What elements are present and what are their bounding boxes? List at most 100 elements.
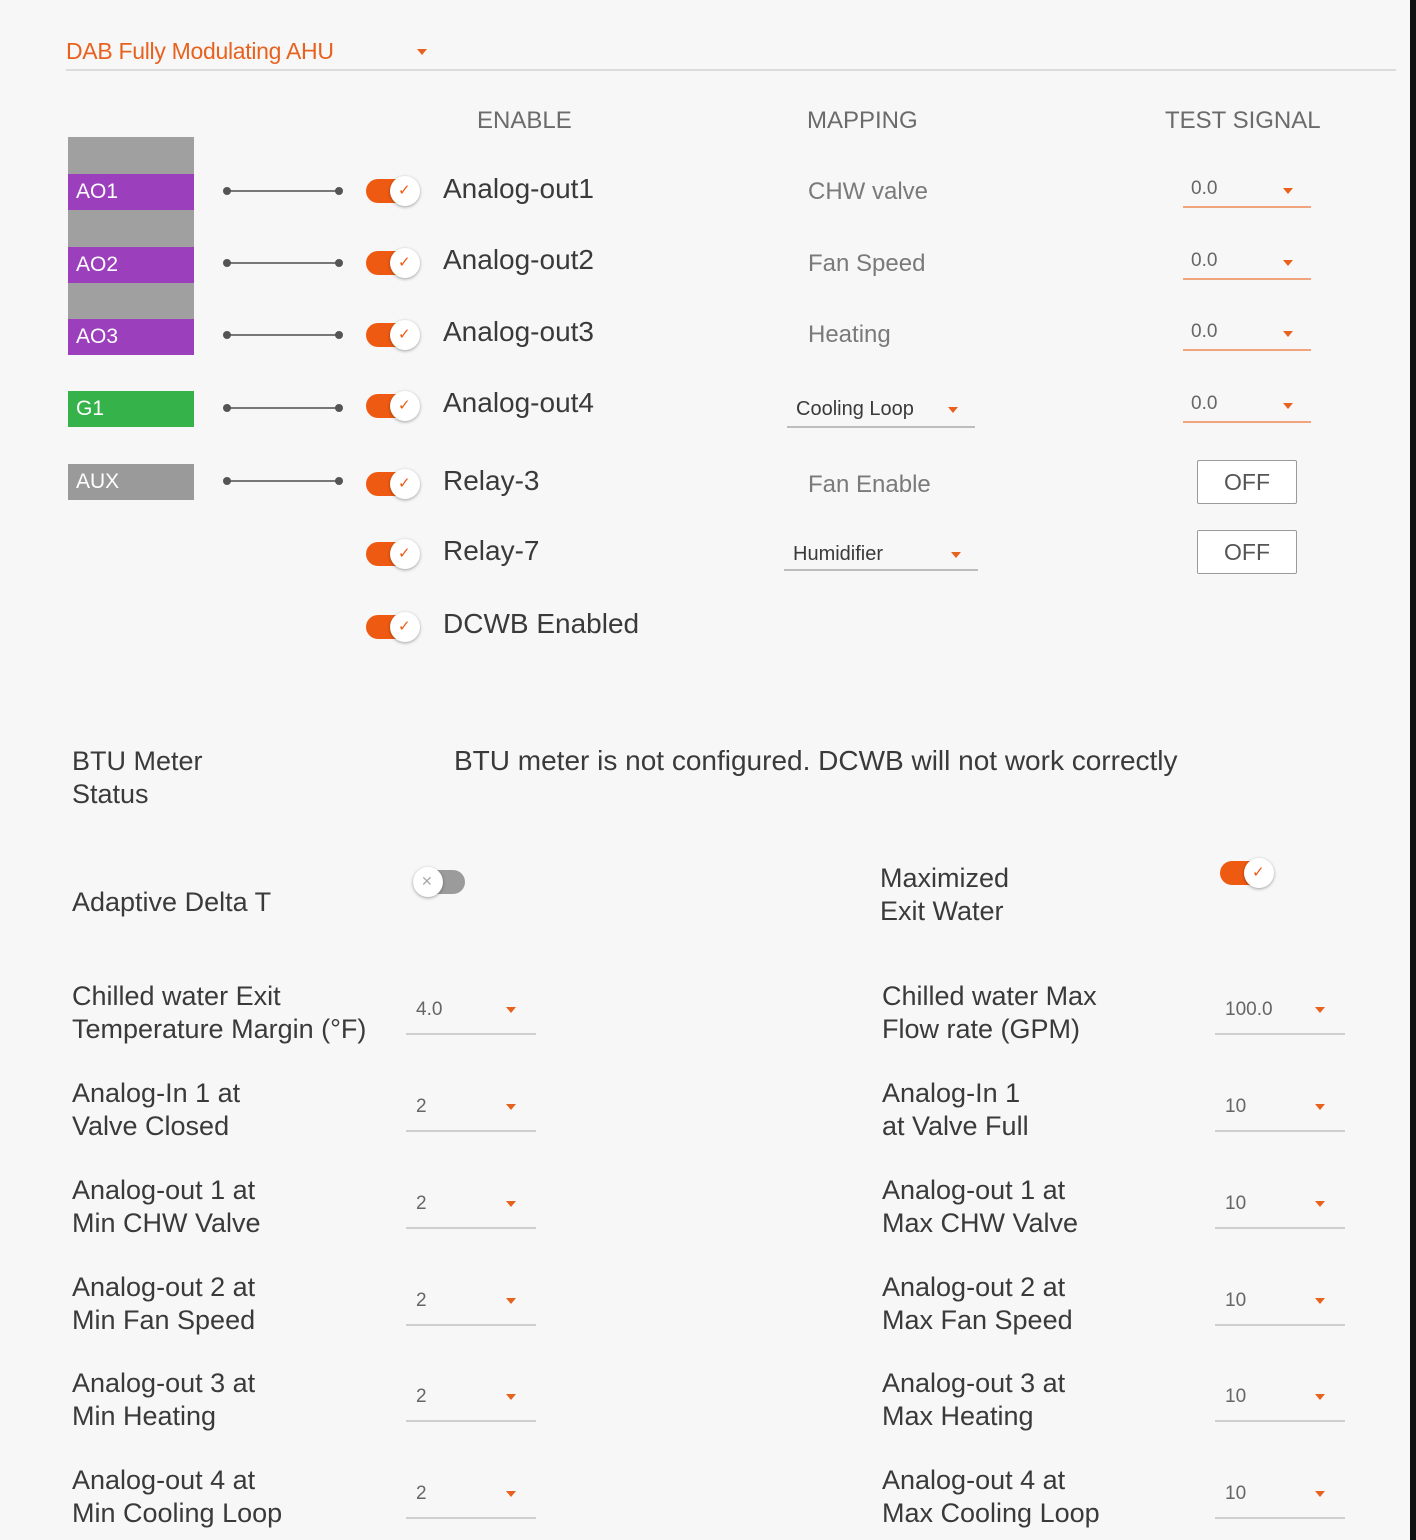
setting-label: Analog-out 3 at Min Heating	[72, 1368, 256, 1431]
chevron-down-icon	[1283, 188, 1293, 194]
setting-label: Chilled water Exit Temperature Margin (°F…	[72, 981, 367, 1044]
mapping-dropdown[interactable]: Cooling Loop	[787, 396, 975, 428]
chevron-down-icon	[1283, 260, 1293, 266]
analog-out4-toggle[interactable]	[366, 391, 420, 421]
analog-out3-min-dropdown[interactable]: 2	[406, 1374, 536, 1422]
close-icon	[413, 867, 443, 897]
dcwb-enabled-label: DCWB Enabled	[443, 608, 640, 639]
relay-7-toggle[interactable]	[366, 539, 420, 569]
mapping-value: Fan Enable	[808, 471, 931, 498]
analog-out1-max-dropdown[interactable]: 10	[1215, 1181, 1345, 1229]
chevron-down-icon	[506, 1394, 516, 1400]
mapping-column-header: MAPPING	[807, 107, 918, 134]
chevron-down-icon	[1283, 403, 1293, 409]
setting-label: Analog-out 3 at Max Heating	[882, 1368, 1066, 1431]
chevron-down-icon	[506, 1491, 516, 1497]
wire	[223, 404, 343, 412]
check-icon	[1244, 858, 1274, 888]
port-g1: G1	[68, 391, 194, 427]
setting-label: Analog-out 4 at Min Cooling Loop	[72, 1465, 283, 1528]
chevron-down-icon	[1315, 1007, 1325, 1013]
btu-meter-status-label: BTU Meter Status	[72, 746, 203, 809]
adaptive-delta-t-toggle[interactable]	[413, 867, 467, 897]
maximized-exit-water-label: Maximized Exit Water	[880, 863, 1010, 926]
check-icon	[390, 176, 420, 206]
btu-status-message: BTU meter is not configured. DCWB will n…	[454, 745, 1178, 776]
chevron-down-icon	[1315, 1394, 1325, 1400]
setting-label: Analog-out 1 at Max CHW Valve	[882, 1175, 1079, 1238]
chevron-down-icon	[951, 552, 961, 558]
output-label: Analog-out3	[443, 316, 595, 347]
setting-label: Analog-out 2 at Min Fan Speed	[72, 1272, 256, 1335]
maximized-exit-water-toggle[interactable]	[1220, 858, 1274, 888]
analog-out1-min-dropdown[interactable]: 2	[406, 1181, 536, 1229]
output-label: Analog-out2	[443, 244, 595, 275]
chevron-down-icon	[1315, 1104, 1325, 1110]
setting-label: Analog-out 2 at Max Fan Speed	[882, 1272, 1073, 1335]
mapping-value: CHW valve	[808, 178, 929, 205]
output-label: Relay-3	[443, 465, 540, 496]
analog-out3-max-dropdown[interactable]: 10	[1215, 1374, 1345, 1422]
mapping-dropdown[interactable]: Humidifier	[784, 541, 978, 571]
chevron-down-icon	[1315, 1201, 1325, 1207]
profile-value: DAB Fully Modulating AHU	[66, 38, 334, 64]
chw-exit-temp-margin-dropdown[interactable]: 4.0	[406, 987, 536, 1035]
port-aux: AUX	[68, 464, 194, 500]
relay-3-test-button[interactable]: OFF	[1197, 460, 1297, 504]
check-icon	[390, 391, 420, 421]
analog-out4-min-dropdown[interactable]: 2	[406, 1471, 536, 1519]
output-label: Relay-7	[443, 535, 540, 566]
chevron-down-icon	[506, 1007, 516, 1013]
setting-label: Analog-In 1 at Valve Closed	[72, 1078, 241, 1141]
test-signal-dropdown[interactable]: 0.0	[1183, 393, 1311, 423]
analog-out2-min-dropdown[interactable]: 2	[406, 1278, 536, 1326]
analog-out2-toggle[interactable]	[366, 248, 420, 278]
analog-in1-valve-closed-dropdown[interactable]: 2	[406, 1084, 536, 1132]
chevron-down-icon	[506, 1201, 516, 1207]
chevron-down-icon	[948, 407, 958, 413]
relay-7-test-button[interactable]: OFF	[1197, 530, 1297, 574]
check-icon	[390, 248, 420, 278]
chw-max-flow-dropdown[interactable]: 100.0	[1215, 987, 1345, 1035]
dcwb-enabled-toggle[interactable]	[366, 612, 420, 642]
wire	[223, 477, 343, 485]
port-ao2: AO2	[68, 247, 194, 283]
test-signal-dropdown[interactable]: 0.0	[1183, 178, 1311, 208]
wire	[223, 259, 343, 267]
test-signal-dropdown[interactable]: 0.0	[1183, 250, 1311, 280]
analog-out2-max-dropdown[interactable]: 10	[1215, 1278, 1345, 1326]
chevron-down-icon	[1315, 1298, 1325, 1304]
analog-out4-max-dropdown[interactable]: 10	[1215, 1471, 1345, 1519]
output-label: Analog-out4	[443, 387, 595, 418]
relay-3-toggle[interactable]	[366, 469, 420, 499]
wire	[223, 187, 343, 195]
setting-label: Analog-out 1 at Min CHW Valve	[72, 1175, 261, 1238]
profile-dropdown[interactable]: DAB Fully Modulating AHU	[66, 36, 1396, 71]
test-signal-column-header: TEST SIGNAL	[1165, 107, 1321, 134]
setting-label: Chilled water Max Flow rate (GPM)	[882, 981, 1097, 1044]
adaptive-delta-t-label: Adaptive Delta T	[72, 887, 272, 917]
port-ao1: AO1	[68, 174, 194, 210]
wire	[223, 331, 343, 339]
analog-out3-toggle[interactable]	[366, 320, 420, 350]
analog-out1-toggle[interactable]	[366, 176, 420, 206]
mapping-value: Fan Speed	[808, 250, 926, 277]
setting-label: Analog-out 4 at Max Cooling Loop	[882, 1465, 1100, 1528]
check-icon	[390, 539, 420, 569]
check-icon	[390, 320, 420, 350]
check-icon	[390, 469, 420, 499]
chevron-down-icon	[506, 1104, 516, 1110]
enable-column-header: ENABLE	[477, 107, 572, 134]
setting-label: Analog-In 1 at Valve Full	[882, 1078, 1029, 1141]
chevron-down-icon	[506, 1298, 516, 1304]
output-label: Analog-out1	[443, 173, 595, 204]
check-icon	[390, 612, 420, 642]
test-signal-dropdown[interactable]: 0.0	[1183, 321, 1311, 351]
port-strip	[68, 137, 194, 355]
chevron-down-icon	[1283, 331, 1293, 337]
analog-in1-valve-full-dropdown[interactable]: 10	[1215, 1084, 1345, 1132]
window-edge	[1410, 0, 1416, 1540]
port-ao3: AO3	[68, 319, 194, 355]
mapping-value: Heating	[808, 321, 891, 348]
chevron-down-icon	[1315, 1491, 1325, 1497]
